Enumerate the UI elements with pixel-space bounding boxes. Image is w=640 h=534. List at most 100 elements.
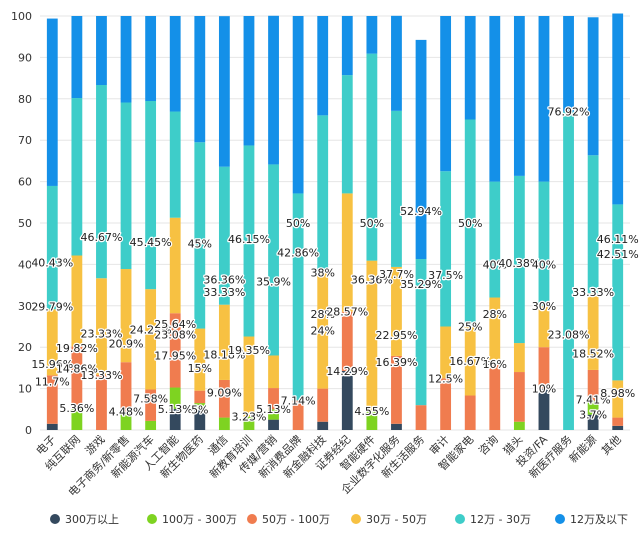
bar-segment: [464, 395, 476, 430]
bar-segment: [612, 204, 624, 381]
data-label: 50%: [360, 217, 384, 230]
data-label: 42.86%: [277, 247, 319, 260]
data-label: 38%: [310, 267, 334, 280]
bar-segment: [194, 328, 206, 391]
bar-segment: [46, 185, 58, 310]
data-label: 19.35%: [228, 344, 270, 357]
legend-marker: [455, 514, 465, 524]
bar-segment: [120, 16, 132, 103]
legend-label: 100万 - 300万: [162, 513, 237, 526]
data-label: 16.39%: [375, 356, 417, 369]
bar-segment: [46, 18, 58, 186]
bar-segment: [96, 16, 107, 86]
bar-segment: [194, 142, 206, 329]
bar-segment: [120, 269, 132, 363]
bar-segment: [612, 425, 624, 430]
bar-segment: [587, 400, 599, 415]
data-label: 5.13%: [256, 403, 291, 416]
data-label: 37.5%: [428, 269, 463, 282]
data-label: 13.33%: [80, 369, 122, 382]
bar-segment: [268, 388, 279, 410]
bar-segment: [366, 411, 378, 430]
bar-segment: [145, 389, 157, 421]
bar-segment: [440, 378, 452, 430]
bar-segment: [440, 171, 452, 327]
bar-segment: [317, 388, 329, 422]
bar-segment: [268, 419, 279, 430]
data-label: 18.52%: [572, 347, 614, 360]
bar-segment: [46, 375, 58, 424]
bar-segment: [366, 260, 378, 412]
y-tick-label: 60: [18, 176, 32, 189]
bar-segment: [169, 111, 181, 218]
bar-segment: [464, 16, 476, 120]
legend-label: 300万以上: [65, 513, 119, 526]
legend-marker: [147, 514, 157, 524]
data-label: 7.41%: [576, 393, 611, 406]
bar-segment: [169, 313, 181, 388]
bar-segment: [464, 326, 476, 396]
data-label: 40%: [532, 258, 556, 271]
bar-segment: [169, 217, 181, 314]
bar-segment: [587, 155, 599, 294]
bar-segment: [341, 15, 353, 76]
bar-segment: [513, 16, 525, 176]
data-label: 46.11%: [597, 233, 639, 246]
bar-segment: [292, 16, 304, 194]
data-label: 36.36%: [351, 273, 393, 286]
data-label: 23.08%: [154, 328, 196, 341]
data-label: 5%: [191, 403, 208, 416]
data-label: 23.33%: [80, 327, 122, 340]
bar-segment: [292, 400, 304, 430]
bar-segment: [145, 16, 157, 101]
data-label: 50%: [458, 217, 482, 230]
data-label: 42.51%: [597, 248, 639, 261]
bar-segment: [513, 372, 525, 422]
data-label: 40.43%: [31, 257, 73, 270]
y-tick-label: 100: [11, 10, 32, 23]
bar-segment: [71, 255, 83, 347]
bar-segment: [218, 16, 230, 167]
bar-segment: [366, 16, 378, 54]
bar-segment: [391, 15, 402, 111]
data-label: 25.64%: [154, 318, 196, 331]
data-label: 16%: [483, 358, 507, 371]
bar-segment: [218, 379, 230, 418]
bar-segment: [366, 53, 378, 261]
bar-segment: [194, 390, 206, 404]
bar-segment: [440, 326, 452, 379]
legend-marker: [351, 514, 361, 524]
bar-segment: [96, 374, 107, 430]
data-label: 46.67%: [80, 231, 122, 244]
bar-segment: [341, 193, 353, 312]
bar-segment: [415, 405, 427, 430]
data-label: 35.9%: [256, 275, 291, 288]
bar-segment: [243, 416, 255, 430]
y-tick-label: 50: [18, 217, 32, 230]
data-label: 35.29%: [400, 278, 442, 291]
bar-segment: [317, 421, 329, 430]
data-label: 14.29%: [326, 365, 368, 378]
bar-segment: [71, 16, 83, 99]
bar-segment: [96, 85, 107, 279]
bar-segment: [268, 409, 279, 420]
y-tick-label: 30: [18, 300, 32, 313]
bar-segment: [538, 347, 550, 389]
data-label: 45%: [188, 238, 212, 251]
bar-segment: [71, 407, 83, 430]
x-category-label: 其他: [599, 433, 624, 458]
bar-segment: [464, 119, 476, 327]
bar-segment: [587, 293, 599, 370]
data-label: 3.7%: [579, 409, 607, 422]
bar-segment: [440, 16, 452, 172]
bar-segment: [317, 272, 329, 389]
data-label: 3.23%: [231, 411, 266, 424]
data-label: 5.36%: [59, 402, 94, 415]
data-label: 33.33%: [203, 286, 245, 299]
bar-segment: [120, 362, 132, 412]
data-label: 33.33%: [572, 286, 614, 299]
bar-segment: [218, 417, 230, 430]
bar-segment: [46, 423, 58, 430]
